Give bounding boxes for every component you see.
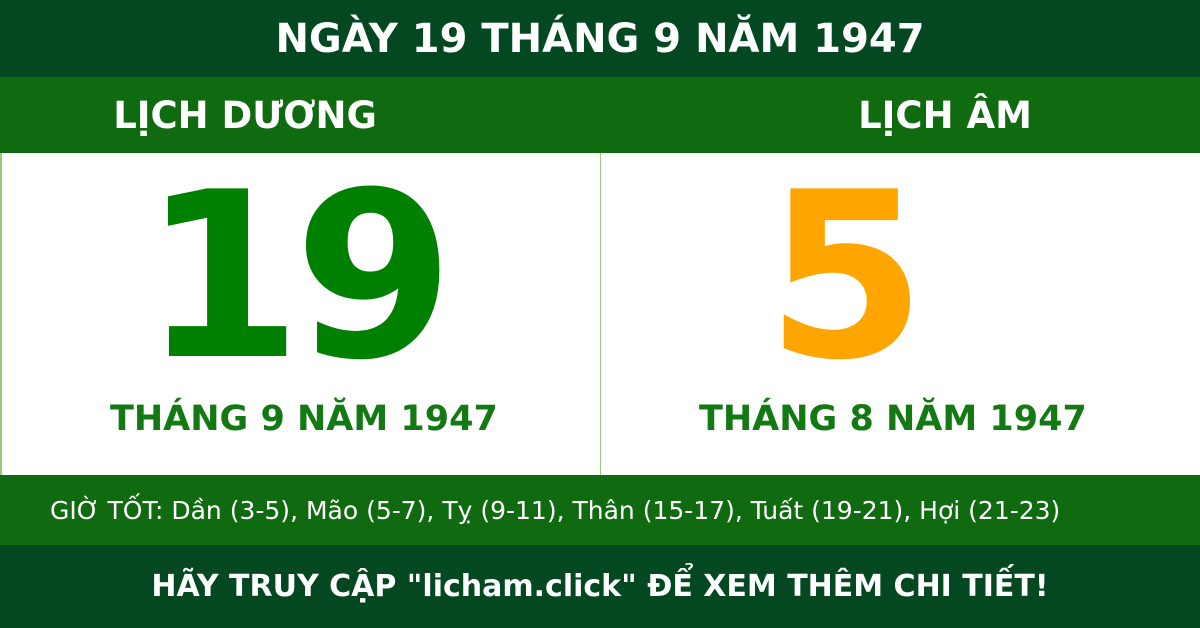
page-title: NGÀY 19 THÁNG 9 NĂM 1947 [0,0,1200,77]
solar-month-year: THÁNG 9 NĂM 1947 [110,399,498,439]
lunar-panel: 5 THÁNG 8 NĂM 1947 [600,153,1200,475]
footer-cta: HÃY TRUY CẬP "licham.click" ĐỂ XEM THÊM … [0,545,1200,628]
solar-panel: 19 THÁNG 9 NĂM 1947 [0,153,600,475]
solar-day: 19 [142,144,454,411]
good-hours: GIỜ TỐT: Dần (3-5), Mão (5-7), Tỵ (9-11)… [0,475,1200,545]
calendar-headers: LỊCH DƯƠNG LỊCH ÂM [0,77,1200,153]
lunar-day: 5 [766,144,926,411]
solar-heading: LỊCH DƯƠNG [113,93,377,137]
lunar-heading: LỊCH ÂM [858,93,1032,137]
lunar-month-year: THÁNG 8 NĂM 1947 [699,399,1087,439]
